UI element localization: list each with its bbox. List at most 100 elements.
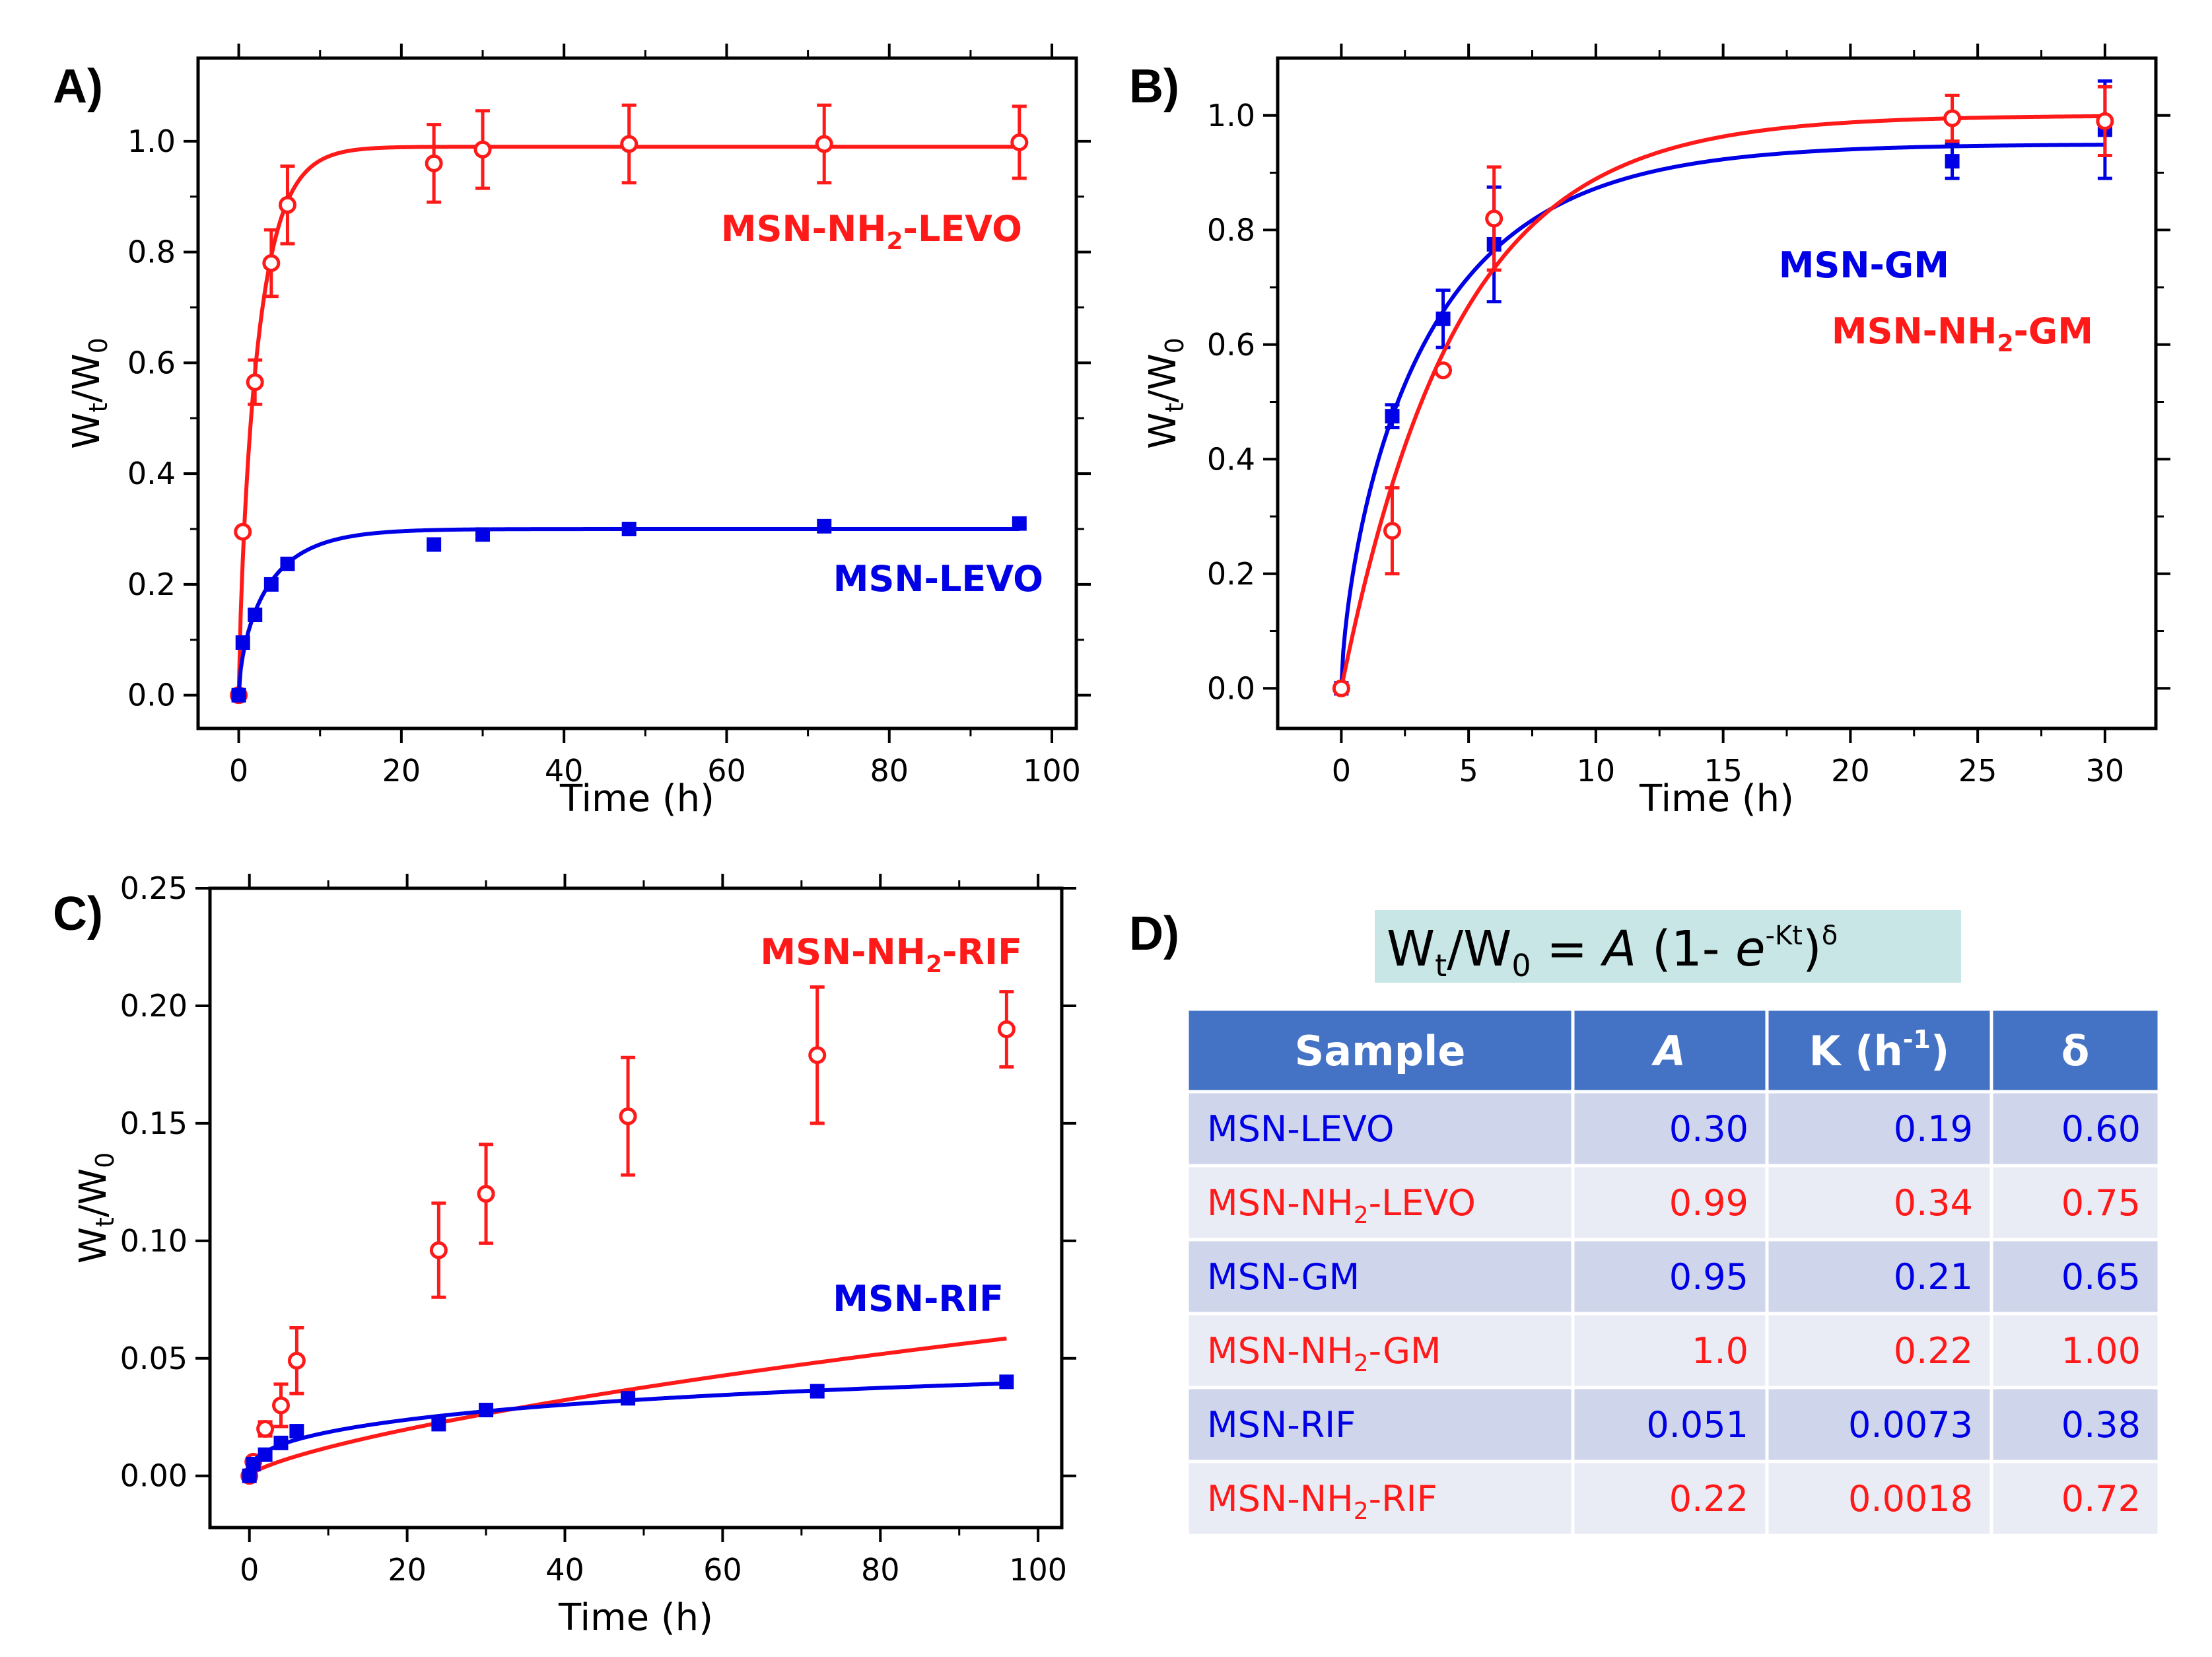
x-tick-label: 5 (1459, 753, 1478, 789)
series-msn-nh2-levo (230, 103, 1029, 705)
equation-box (1375, 910, 1961, 983)
panel-label: C) (53, 888, 103, 940)
cell-k: 0.22 (1894, 1330, 1973, 1372)
table-cell (1571, 1090, 1769, 1168)
y-tick-label: 0.20 (120, 988, 188, 1024)
header-k: K (h-1) (1809, 1025, 1950, 1075)
data-point (620, 135, 639, 153)
data-point (1943, 109, 1962, 127)
cell-a: 0.99 (1669, 1182, 1748, 1224)
data-point (815, 135, 833, 153)
parameter-table: Sample A K (h-1) δ MSN-LEVO 0.30 0.19 0.60 MSN-N… (1185, 1007, 2161, 1537)
x-tick-label: 30 (2086, 753, 2125, 789)
fit-curve (1339, 143, 2105, 689)
data-point (1385, 409, 1400, 424)
header-a: A (1651, 1027, 1686, 1075)
series-label: MSN-GM (1779, 244, 1949, 286)
y-tick-label: 0.8 (127, 234, 176, 270)
header-sample: Sample (1295, 1027, 1466, 1075)
panel-label: D) (1129, 907, 1179, 960)
table-row: MSN-NH2-RIF 0.22 0.0018 0.72 (1185, 1460, 2161, 1537)
data-point (431, 1417, 446, 1432)
x-tick-label: 0 (1332, 753, 1351, 789)
cell-delta: 0.38 (2061, 1404, 2141, 1446)
cell-sample: MSN-NH2-GM (1207, 1330, 1441, 1377)
series-label: MSN-NH2-LEVO (721, 208, 1022, 255)
table-cell (1989, 1460, 2161, 1537)
cell-sample: MSN-RIF (1207, 1404, 1356, 1446)
y-tick-label: 1.0 (1207, 98, 1255, 133)
table-cell (1571, 1238, 1769, 1316)
data-point (234, 522, 252, 541)
cell-a: 0.051 (1646, 1404, 1748, 1446)
cell-k: 0.0073 (1848, 1404, 1973, 1446)
table-cell (1765, 1312, 1993, 1390)
data-point (619, 1107, 637, 1125)
data-point (262, 254, 281, 272)
plot-frame (196, 56, 1078, 730)
table-cell (1185, 1238, 1575, 1316)
table-cell (1765, 1386, 1993, 1463)
data-point (258, 1447, 273, 1462)
data-point (425, 154, 443, 172)
fit-curve (236, 527, 1020, 695)
data-point (287, 1351, 306, 1370)
y-tick-label: 0.00 (120, 1458, 188, 1494)
table-row: MSN-NH2-LEVO 0.99 0.34 0.75 (1185, 1164, 2161, 1242)
cell-sample: MSN-GM (1207, 1256, 1360, 1298)
table-row: MSN-NH2-GM 1.0 0.22 1.00 (1185, 1312, 2161, 1390)
table-cell (1989, 1090, 2161, 1168)
x-tick-label: 40 (545, 753, 584, 789)
panel-label: A) (53, 60, 103, 113)
table-cell (1765, 1460, 1993, 1537)
x-tick-label: 10 (1577, 753, 1616, 789)
data-point (1383, 522, 1401, 540)
header-cell (1765, 1007, 1993, 1094)
series-msn-gm (1334, 79, 2112, 696)
data-point (429, 1241, 448, 1259)
panel-c: C) 0 20 40 60 80 100 0.00 0.05 0.10 0.15 0.20 0.25 Ti… (53, 870, 1076, 1639)
x-tick-label: 0 (240, 1552, 259, 1588)
data-point (1332, 679, 1350, 697)
table-cell (1989, 1312, 2161, 1390)
y-tick-label: 0.0 (1207, 670, 1255, 706)
data-point (242, 1468, 257, 1483)
cell-a: 0.30 (1669, 1108, 1748, 1150)
data-point (263, 577, 279, 592)
x-axis-title: Time (h) (558, 1596, 713, 1639)
equation: Wt/W0 = A (1- e-Kt)δ (1387, 921, 1838, 983)
panel-d: D) Wt/W0 = A (1- e-Kt)δ Sample A K (h-1) δ MSN… (1129, 907, 2161, 1537)
y-tick-label: 0.8 (1207, 212, 1255, 248)
y-tick-label: 0.6 (127, 345, 176, 380)
data-point (280, 556, 295, 571)
series-msn-rif (242, 1374, 1014, 1483)
data-point (1012, 516, 1027, 531)
data-point (235, 635, 250, 650)
data-point (246, 1456, 261, 1471)
cell-delta: 0.72 (2061, 1478, 2141, 1520)
data-point (473, 140, 492, 159)
table-cell (1989, 1238, 2161, 1316)
y-tick-label: 0.10 (120, 1223, 188, 1259)
x-axis-title: Time (h) (559, 777, 714, 820)
data-point (810, 1384, 825, 1399)
header-delta: δ (2061, 1027, 2090, 1075)
table-cell (1765, 1090, 1993, 1168)
series-label: MSN-NH2-GM (1832, 310, 2093, 357)
plot-frame (1276, 56, 2158, 730)
data-point (1434, 361, 1453, 380)
y-tick-label: 0.05 (120, 1341, 188, 1376)
cell-sample: MSN-NH2-RIF (1207, 1478, 1437, 1525)
data-point (256, 1420, 275, 1438)
y-tick-label: 0.0 (127, 678, 176, 713)
x-tick-label: 25 (1958, 753, 1997, 789)
header-cell (1989, 1007, 2161, 1094)
panel-a: A) 0 20 40 60 80 100 0.0 0.2 0.4 0.6 0.8 1.0 Time (h)… (53, 44, 1091, 820)
data-point (231, 687, 246, 703)
cell-sample: MSN-NH2-LEVO (1207, 1182, 1476, 1229)
y-tick-label: 0.25 (120, 870, 188, 906)
data-point (1945, 154, 1960, 169)
y-tick-label: 0.4 (127, 456, 176, 491)
fit-curve (248, 1336, 1007, 1477)
